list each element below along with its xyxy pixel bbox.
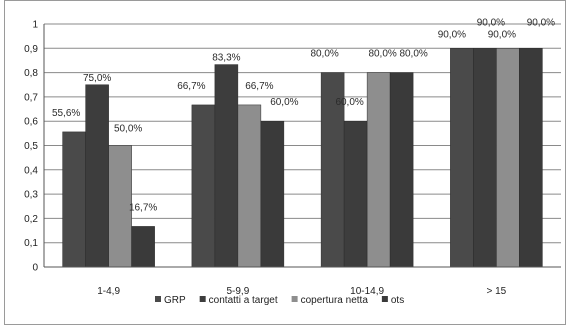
- bar-chart: 0 0,1 0,2 0,3 0,4 0,5 0,6 0,7 0,8 0,9 1 55,6% 75,0%…: [24, 17, 561, 306]
- data-label: 80,0%: [368, 49, 396, 60]
- legend-label: ots: [391, 295, 404, 306]
- data-label: 90,0%: [527, 17, 555, 28]
- data-label: 80,0%: [310, 49, 338, 60]
- legend-swatch: [381, 296, 388, 302]
- bar: [260, 120, 285, 268]
- legend-item: contatti a target: [199, 295, 278, 306]
- data-label: 90,0%: [477, 17, 505, 28]
- data-label: 80,0%: [399, 49, 427, 60]
- chart-frame: 0 0,1 0,2 0,3 0,4 0,5 0,6 0,7 0,8 0,9 1 55,6% 75,0%…: [4, 0, 566, 325]
- data-label: 16,7%: [129, 202, 157, 213]
- y-tick-label: 0,3: [24, 190, 38, 201]
- legend-swatch: [291, 296, 298, 302]
- bars: [62, 48, 543, 268]
- y-tick-label: 1: [32, 20, 38, 31]
- legend-item: copertura netta: [291, 295, 369, 306]
- x-tick-label: > 15: [487, 286, 507, 297]
- bar: [473, 48, 497, 268]
- y-tick-label: 0,1: [24, 238, 38, 249]
- data-label: 66,7%: [177, 81, 205, 92]
- legend: GRP contatti a target copertura netta ots: [155, 295, 404, 306]
- data-label: 90,0%: [488, 29, 516, 40]
- legend-label: GRP: [164, 295, 186, 306]
- data-label: 50,0%: [114, 124, 142, 135]
- data-labels: 55,6% 75,0% 50,0% 16,7% 66,7% 83,3% 66,7% 60,0%…: [52, 17, 555, 213]
- data-label: 90,0%: [438, 29, 466, 40]
- y-tick-label: 0: [32, 263, 38, 274]
- data-label: 60,0%: [270, 97, 298, 108]
- legend-label: copertura netta: [301, 295, 369, 306]
- x-axis: 1-4,9 5-9,9 10-14,9 > 15: [44, 266, 561, 297]
- x-tick-label: 1-4,9: [97, 286, 120, 297]
- data-label: 55,6%: [52, 108, 80, 119]
- y-tick-label: 0,5: [24, 141, 38, 152]
- legend-label: contatti a target: [209, 295, 278, 306]
- y-tick-label: 0,9: [24, 44, 38, 55]
- legend-swatch: [199, 296, 206, 302]
- bar: [343, 120, 368, 268]
- bar: [496, 48, 520, 268]
- bar: [131, 226, 155, 268]
- y-tick-label: 0,2: [24, 214, 38, 225]
- data-label: 66,7%: [245, 81, 273, 92]
- legend-item: GRP: [155, 295, 186, 306]
- legend-swatch: [155, 296, 161, 302]
- y-tick-label: 0,8: [24, 68, 38, 79]
- data-label: 75,0%: [83, 73, 111, 84]
- bar: [366, 72, 391, 268]
- bar: [450, 48, 474, 268]
- legend-item: ots: [381, 295, 404, 306]
- bar: [191, 104, 216, 268]
- y-axis: 0 0,1 0,2 0,3 0,4 0,5 0,6 0,7 0,8 0,9 1: [24, 20, 45, 274]
- bar: [85, 84, 109, 268]
- y-tick-label: 0,6: [24, 117, 38, 128]
- bar: [237, 104, 262, 268]
- x-tick-label: 5-9,9: [226, 286, 249, 297]
- bar: [62, 131, 86, 268]
- data-label: 60,0%: [335, 97, 363, 108]
- data-label: 83,3%: [212, 53, 240, 64]
- y-tick-label: 0,7: [24, 92, 38, 103]
- x-tick-label: 10-14,9: [350, 286, 384, 297]
- bar: [389, 72, 414, 268]
- bar: [519, 48, 543, 268]
- bar: [214, 64, 239, 268]
- y-tick-label: 0,4: [24, 165, 38, 176]
